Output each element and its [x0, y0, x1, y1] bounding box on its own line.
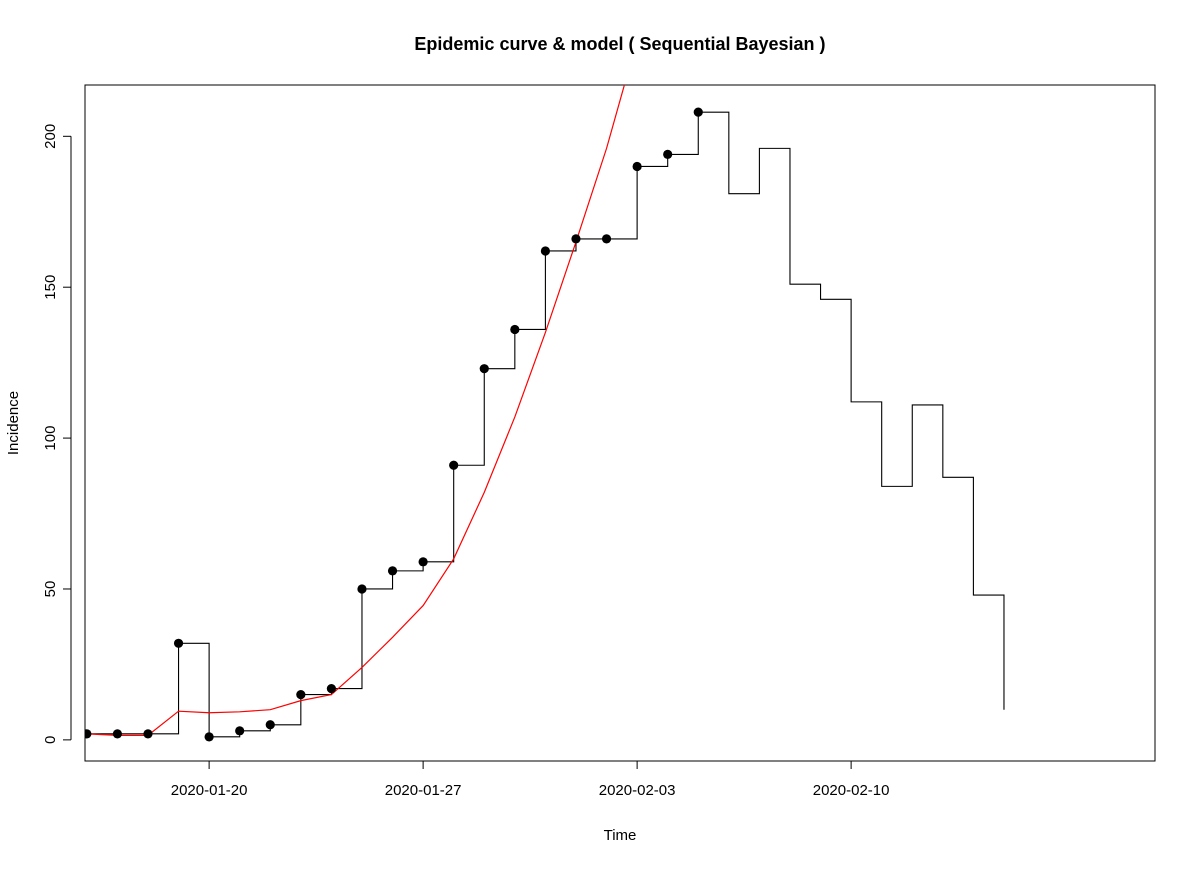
data-point: [143, 729, 153, 739]
data-point: [418, 557, 428, 567]
data-point: [112, 729, 123, 739]
observed-points: [85, 107, 703, 742]
data-point: [601, 234, 612, 244]
data-point: [632, 161, 642, 172]
x-tick-label: 2020-01-20: [171, 782, 248, 799]
y-tick-label: 100: [42, 426, 59, 451]
y-axis-label: Incidence: [5, 391, 22, 455]
data-point: [357, 584, 367, 594]
y-tick-label: 50: [42, 581, 59, 598]
data-point: [204, 732, 214, 742]
x-axis: 2020-01-20 2020-01-27 2020-02-03 2020-02-10: [171, 761, 890, 799]
data-point: [510, 324, 520, 335]
data-point: [173, 638, 184, 648]
data-point: [571, 234, 581, 244]
incidence-step-series: [86, 111, 1005, 738]
y-axis: 0 50 100 150 200: [42, 124, 72, 744]
data-point: [387, 566, 398, 576]
y-tick-label: 0: [42, 736, 59, 744]
data-point: [449, 460, 459, 470]
data-point: [85, 729, 92, 739]
chart-title: Epidemic curve & model ( Sequential Baye…: [414, 34, 825, 54]
x-tick-label: 2020-02-03: [599, 782, 676, 799]
plot-frame: [84, 84, 1156, 762]
plot-area: [85, 85, 1005, 742]
y-tick-label: 200: [42, 124, 59, 149]
data-point: [296, 690, 306, 700]
model-fit-line: [86, 85, 626, 736]
data-point: [479, 364, 489, 374]
data-point: [326, 683, 337, 694]
x-axis-label: Time: [604, 827, 637, 844]
data-point: [540, 246, 551, 256]
data-point: [663, 149, 673, 160]
x-tick-label: 2020-01-27: [385, 782, 462, 799]
data-point: [693, 107, 703, 117]
incidence-step-line: [86, 111, 1005, 738]
data-point: [265, 720, 275, 730]
x-tick-label: 2020-02-10: [813, 782, 890, 799]
y-tick-label: 150: [42, 275, 59, 300]
data-point: [235, 726, 245, 736]
